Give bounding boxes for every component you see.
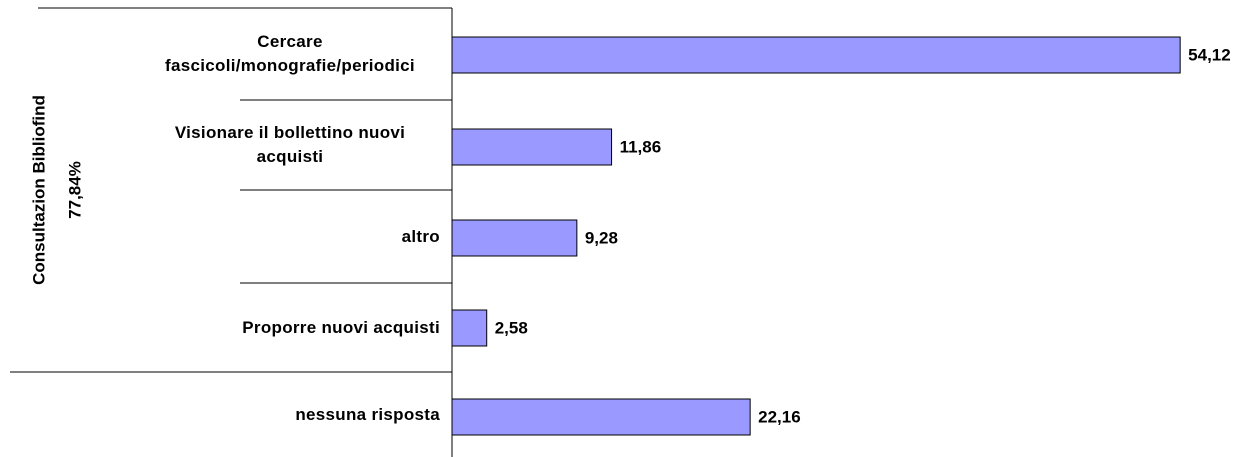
bar — [451, 398, 751, 436]
group-share: 77,84% — [65, 161, 84, 219]
value-label: 22,16 — [758, 407, 801, 426]
category-text: altro — [401, 226, 440, 246]
group-label: Consultazion Bibliofind — [29, 95, 48, 285]
category-label: altro — [100, 190, 440, 283]
category-text: Proporre nuovi acquisti — [242, 317, 440, 337]
category-label: Proporre nuovi acquisti — [100, 283, 440, 372]
category-text: nessuna risposta — [295, 404, 440, 424]
value-label: 11,86 — [620, 137, 662, 156]
category-label: Visionare il bollettino nuovi acquisti — [100, 100, 440, 190]
category-label: Cercare fascicoli/monografie/periodici — [100, 8, 440, 100]
bar — [451, 36, 1181, 74]
bar — [451, 309, 488, 347]
category-label: nessuna risposta — [100, 372, 440, 457]
category-text: Visionare il bollettino nuovi acquisti — [174, 123, 406, 166]
bar — [451, 128, 613, 166]
bar — [451, 219, 578, 257]
value-label: 2,58 — [495, 318, 528, 337]
value-label: 9,28 — [585, 228, 618, 247]
category-text: Cercare fascicoli/monografie/periodici — [165, 32, 415, 75]
value-label: 54,12 — [1188, 45, 1231, 64]
